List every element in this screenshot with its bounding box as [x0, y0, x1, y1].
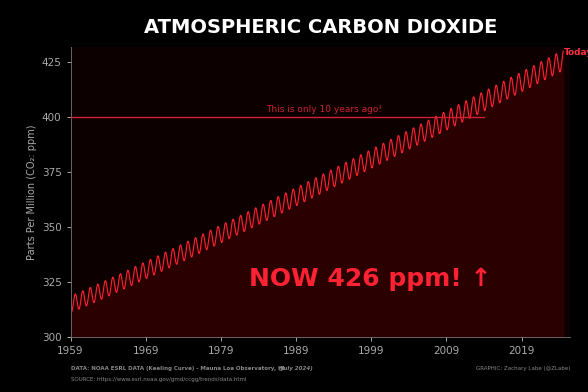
- Text: Today!: Today!: [563, 48, 588, 57]
- Text: DATA: NOAA ESRL DATA (Keeling Curve) - Mauna Loa Observatory, HI: DATA: NOAA ESRL DATA (Keeling Curve) - M…: [71, 367, 286, 372]
- Title: ATMOSPHERIC CARBON DIOXIDE: ATMOSPHERIC CARBON DIOXIDE: [144, 18, 497, 37]
- Text: NOW 426 ppm! ↑: NOW 426 ppm! ↑: [249, 267, 492, 291]
- Y-axis label: Parts Per Million (CO₂: ppm): Parts Per Million (CO₂: ppm): [28, 124, 38, 260]
- Text: GRAPHIC: Zachary Labe (@ZLabe): GRAPHIC: Zachary Labe (@ZLabe): [476, 367, 570, 372]
- Text: SOURCE: https://www.esrl.noaa.gov/gmd/ccgg/trends/data.html: SOURCE: https://www.esrl.noaa.gov/gmd/cc…: [71, 377, 246, 382]
- Text: (July 2024): (July 2024): [279, 367, 313, 372]
- Text: This is only 10 years ago!: This is only 10 years ago!: [266, 105, 382, 114]
